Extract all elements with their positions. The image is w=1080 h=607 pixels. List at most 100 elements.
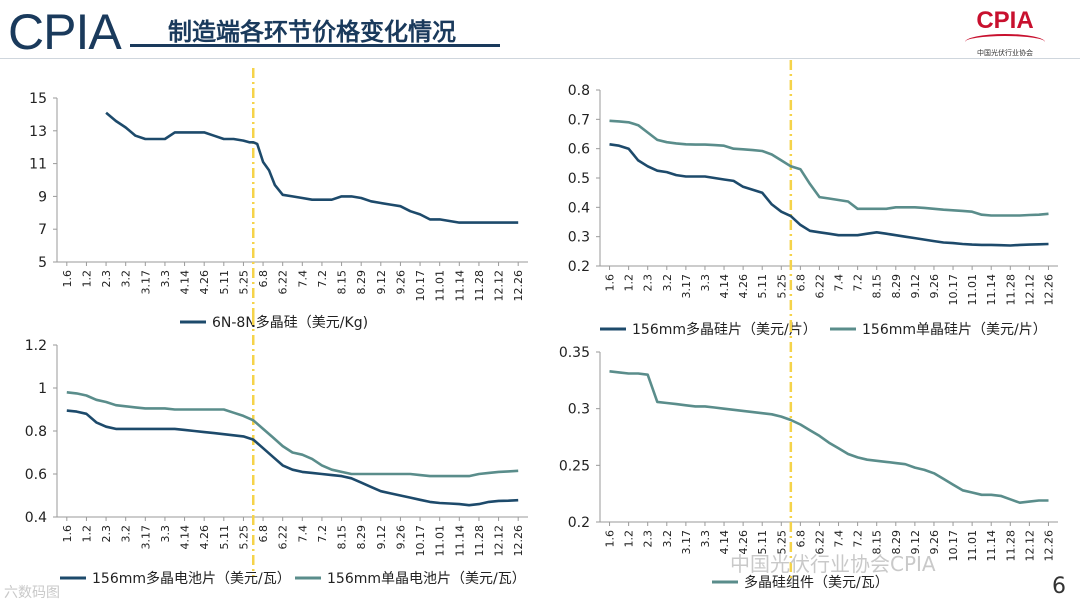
cell-y-tick-label: 1.2 xyxy=(25,338,47,354)
cell-x-tick-label: 8.29 xyxy=(355,525,368,550)
module-y-tick-label: 0.35 xyxy=(559,345,590,361)
polysilicon-chart: 5 7 9 11 13 15 1.6 1.2 2.3 3.2 3.17 3.3 4.14 4.26 5.11… xyxy=(29,68,528,331)
cell-x-tick-label: 6.8 xyxy=(257,525,270,543)
page-title: 制造端各环节价格变化情况 xyxy=(168,18,456,46)
polysilicon-x-tick-label: 3.3 xyxy=(159,270,172,288)
wafer-x-tick-label: 3.3 xyxy=(699,274,712,292)
wafer-chart: 0.2 0.3 0.4 0.5 0.6 0.7 0.8 1.6 1.2 2.3 3.2 3.17 3.3… xyxy=(568,60,1058,338)
cell-x-tick-label: 11.01 xyxy=(434,525,447,557)
wafer-y-tick-label: 0.6 xyxy=(568,142,590,158)
polysilicon-x-tick-label: 3.2 xyxy=(120,270,133,288)
polysilicon-y-tick-label: 5 xyxy=(38,255,47,271)
cell-x-tick-label: 3.3 xyxy=(159,525,172,543)
polysilicon-x-tick-label: 12.12 xyxy=(493,270,506,302)
module-y-tick-label: 0.3 xyxy=(568,402,590,418)
cell-x-tick-label: 9.12 xyxy=(375,525,388,550)
wafer-x-tick-label: 1.2 xyxy=(623,274,636,292)
cell-x-tick-label: 7.2 xyxy=(316,525,329,543)
module-x-tick-label: 11.28 xyxy=(1004,530,1017,562)
cell-legend-label-1: 156mm多晶电池片（美元/瓦） xyxy=(92,570,291,587)
wafer-x-tick-label: 8.15 xyxy=(871,274,884,299)
cell-x-tick-label: 7.4 xyxy=(296,525,309,543)
polysilicon-x-tick-label: 11.28 xyxy=(473,270,486,302)
polysilicon-x-tick-label: 4.26 xyxy=(198,270,211,295)
cell-x-tick-label: 8.15 xyxy=(336,525,349,550)
module-series-line-1 xyxy=(609,370,1049,505)
module-x-tick-label: 11.14 xyxy=(985,530,998,562)
cell-series-line-2 xyxy=(66,391,519,478)
cell-x-tick-label: 1.2 xyxy=(80,525,93,543)
brand-logo-arc xyxy=(965,34,1045,50)
module-x-tick-label: 6.8 xyxy=(794,530,807,548)
wafer-x-tick-label: 11.14 xyxy=(985,274,998,306)
watermark: 中国光伏行业协会CPIA xyxy=(730,552,936,576)
wafer-x-tick-label: 5.11 xyxy=(756,274,769,299)
wafer-series-line-1 xyxy=(609,143,1049,247)
wafer-x-tick-label: 12.12 xyxy=(1023,274,1036,306)
polysilicon-series-line-1 xyxy=(105,111,519,224)
wafer-x-tick-label: 9.12 xyxy=(909,274,922,299)
polysilicon-x-tick-label: 11.01 xyxy=(434,270,447,302)
wafer-x-tick-label: 4.26 xyxy=(737,274,750,299)
cell-legend-label-2: 156mm单晶电池片（美元/瓦） xyxy=(327,571,526,587)
cell-chart: 0.4 0.6 0.8 1 1.2 1.6 1.2 2.3 3.2 3.17 3.3 4.14 4.26… xyxy=(25,315,528,587)
wafer-legend-label-2: 156mm单晶硅片（美元/片） xyxy=(862,322,1047,338)
cell-x-tick-label: 1.6 xyxy=(61,525,74,543)
polysilicon-x-tick-label: 6.22 xyxy=(277,270,290,295)
wafer-y-tick-label: 0.7 xyxy=(568,112,590,128)
cell-x-tick-label: 5.25 xyxy=(237,525,250,550)
brand-logo: CPIA 中国光伏行业协会 xyxy=(960,8,1050,60)
module-y-tick-label: 0.25 xyxy=(559,458,590,474)
wafer-y-tick-label: 0.8 xyxy=(568,83,590,99)
wafer-x-tick-label: 1.6 xyxy=(604,274,617,292)
wafer-series-line-2 xyxy=(609,119,1049,217)
watermark-bottom-left: 六数码图 xyxy=(4,585,60,601)
polysilicon-y-tick-label: 15 xyxy=(29,91,47,107)
module-x-tick-label: 1.2 xyxy=(623,530,636,548)
module-x-tick-label: 3.3 xyxy=(699,530,712,548)
wafer-y-tick-label: 0.4 xyxy=(568,200,590,216)
polysilicon-x-tick-label: 3.17 xyxy=(139,270,152,295)
brand-logo-sub: 中国光伏行业协会 xyxy=(977,49,1033,57)
wafer-x-tick-label: 10.17 xyxy=(947,274,960,306)
wafer-x-tick-label: 4.14 xyxy=(718,274,731,299)
polysilicon-x-tick-label: 5.25 xyxy=(237,270,250,295)
wafer-x-tick-label: 7.2 xyxy=(852,274,865,292)
polysilicon-x-tick-label: 11.14 xyxy=(453,270,466,302)
wafer-x-tick-label: 6.8 xyxy=(794,274,807,292)
cell-y-tick-label: 1 xyxy=(38,381,47,397)
polysilicon-y-tick-label: 13 xyxy=(29,124,47,140)
cell-x-tick-label: 2.3 xyxy=(100,525,113,543)
polysilicon-y-tick-label: 11 xyxy=(29,157,47,173)
wafer-y-tick-label: 0.5 xyxy=(568,171,590,187)
cell-x-tick-label: 11.28 xyxy=(473,525,486,557)
wafer-legend-label-1: 156mm多晶硅片（美元/片） xyxy=(632,321,817,338)
polysilicon-x-tick-label: 4.14 xyxy=(179,270,192,295)
polysilicon-x-tick-label: 10.17 xyxy=(414,270,427,302)
polysilicon-x-tick-label: 9.12 xyxy=(375,270,388,295)
module-x-tick-label: 12.12 xyxy=(1023,530,1036,562)
wafer-x-tick-label: 3.2 xyxy=(661,274,674,292)
module-x-tick-label: 1.6 xyxy=(604,530,617,548)
polysilicon-x-tick-label: 2.3 xyxy=(100,270,113,288)
cell-x-tick-label: 9.26 xyxy=(394,525,407,550)
module-x-tick-label: 12.26 xyxy=(1042,530,1055,562)
cell-x-tick-label: 3.2 xyxy=(120,525,133,543)
polysilicon-x-tick-label: 8.15 xyxy=(336,270,349,295)
polysilicon-x-tick-label: 7.2 xyxy=(316,270,329,288)
module-x-tick-label: 7.4 xyxy=(833,530,846,548)
cell-series-line-1 xyxy=(66,409,519,507)
polysilicon-legend-label-1: 6N-8N多晶硅（美元/Kg) xyxy=(212,314,368,331)
cell-x-tick-label: 4.14 xyxy=(179,525,192,550)
polysilicon-x-tick-label: 12.26 xyxy=(512,270,525,302)
cell-x-tick-label: 3.17 xyxy=(139,525,152,550)
wafer-y-tick-label: 0.3 xyxy=(568,230,590,246)
polysilicon-y-tick-label: 7 xyxy=(38,222,47,238)
module-x-tick-label: 3.2 xyxy=(661,530,674,548)
cell-x-tick-label: 6.22 xyxy=(277,525,290,550)
wafer-x-tick-label: 6.22 xyxy=(813,274,826,299)
module-x-tick-label: 11.01 xyxy=(966,530,979,562)
module-y-tick-label: 0.2 xyxy=(568,515,590,531)
wafer-x-tick-label: 5.25 xyxy=(775,274,788,299)
